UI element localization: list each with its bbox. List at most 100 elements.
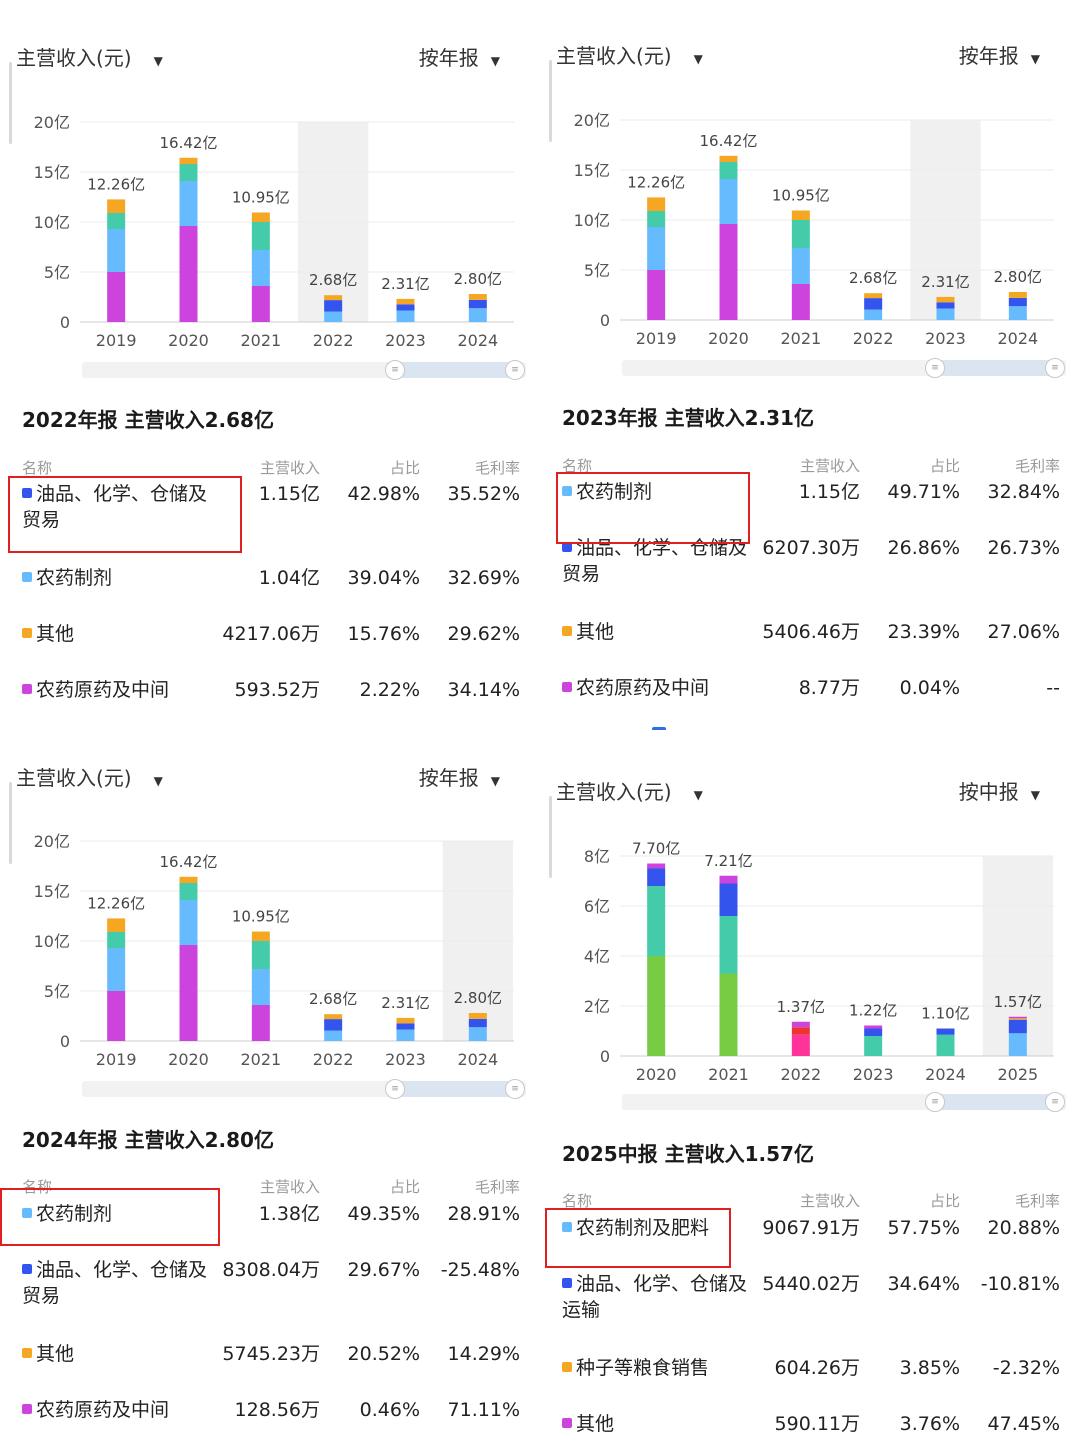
bar-segment-2022[interactable] [791,1034,810,1056]
bar-segment-2022[interactable] [324,1030,343,1041]
period-dropdown[interactable]: 按年报 ▼ [959,40,1040,69]
bar-segment-2024[interactable] [468,1018,487,1028]
bar-segment-2023[interactable] [396,1029,415,1042]
slider-selection[interactable] [934,1094,1054,1110]
bar-segment-2020[interactable] [179,164,198,181]
bar-segment-2020[interactable] [179,226,198,322]
bar-segment-2021[interactable] [719,883,738,917]
bar-segment-2022[interactable] [324,1014,343,1020]
bar-segment-2023[interactable] [396,298,415,305]
bar-segment-2021[interactable] [791,284,810,320]
bar-segment-2021[interactable] [251,286,270,322]
range-slider[interactable]: ≡ ≡ [622,1090,1066,1114]
bar-segment-2023[interactable] [936,296,955,303]
bar-segment-2021[interactable] [719,875,738,884]
bar-segment-2022[interactable] [791,1021,810,1028]
metric-dropdown[interactable]: 主营收入(元) ▼ [556,776,703,805]
bar-segment-2023[interactable] [864,1025,883,1029]
bar-segment-2020[interactable] [179,883,198,900]
range-slider[interactable]: ≡ ≡ [82,1077,526,1101]
bar-segment-2020[interactable] [719,162,738,179]
slider-selection[interactable] [394,362,514,378]
range-slider[interactable]: ≡ ≡ [82,358,526,382]
bar-segment-2021[interactable] [791,248,810,284]
bar-segment-2021[interactable] [251,212,270,223]
slider-handle-right[interactable]: ≡ [1045,1092,1065,1112]
bar-segment-2019[interactable] [107,229,126,272]
slider-handle-right[interactable]: ≡ [1045,358,1065,378]
bar-segment-2019[interactable] [107,918,126,932]
bar-segment-2022[interactable] [864,309,883,320]
slider-handle-left[interactable]: ≡ [925,358,945,378]
slider-selection[interactable] [934,360,1054,376]
bar-segment-2021[interactable] [251,941,270,969]
bar-segment-2022[interactable] [324,311,343,322]
bar-segment-2024[interactable] [936,1028,955,1035]
bar-segment-2024[interactable] [1008,297,1027,307]
metric-dropdown[interactable]: 主营收入(元) ▼ [16,42,163,71]
bar-segment-2022[interactable] [864,293,883,299]
bar-segment-2023[interactable] [864,1036,883,1056]
bar-segment-2020[interactable] [647,956,666,1056]
period-dropdown[interactable]: 按年报 ▼ [419,42,500,71]
bar-segment-2020[interactable] [179,945,198,1041]
bar-segment-2025[interactable] [1008,1018,1027,1020]
bar-segment-2025[interactable] [1008,1033,1027,1056]
slider-handle-left[interactable]: ≡ [925,1092,945,1112]
bar-segment-2022[interactable] [864,298,883,310]
bar-segment-2021[interactable] [791,210,810,221]
bar-segment-2020[interactable] [647,886,666,956]
bar-segment-2020[interactable] [179,900,198,945]
bar-segment-2020[interactable] [179,181,198,226]
bar-segment-2019[interactable] [647,211,666,227]
bar-segment-2021[interactable] [251,1005,270,1041]
bar-segment-2019[interactable] [107,991,126,1041]
bar-segment-2023[interactable] [864,1028,883,1037]
bar-segment-2023[interactable] [936,302,955,309]
bar-segment-2019[interactable] [107,948,126,991]
bar-segment-2023[interactable] [396,1017,415,1024]
bar-segment-2023[interactable] [936,308,955,321]
bar-segment-2024[interactable] [1008,292,1027,298]
bar-segment-2023[interactable] [396,1023,415,1030]
bar-segment-2022[interactable] [324,295,343,301]
bar-segment-2024[interactable] [468,294,487,300]
bar-segment-2024[interactable] [936,1034,955,1056]
slider-handle-right[interactable]: ≡ [505,360,525,380]
bar-segment-2022[interactable] [324,1019,343,1031]
bar-segment-2024[interactable] [468,1013,487,1019]
bar-segment-2025[interactable] [1008,1016,1027,1019]
period-dropdown[interactable]: 按中报 ▼ [959,776,1040,805]
bar-segment-2019[interactable] [647,227,666,270]
bar-segment-2022[interactable] [324,300,343,312]
bar-segment-2021[interactable] [251,931,270,942]
bar-segment-2019[interactable] [107,272,126,322]
bar-segment-2020[interactable] [719,155,738,162]
bar-segment-2024[interactable] [468,1027,487,1041]
period-dropdown[interactable]: 按年报 ▼ [419,762,500,791]
bar-segment-2019[interactable] [107,213,126,229]
bar-segment-2023[interactable] [396,310,415,323]
range-slider[interactable]: ≡ ≡ [622,356,1066,380]
bar-segment-2019[interactable] [647,270,666,320]
bar-segment-2020[interactable] [647,863,666,869]
bar-segment-2021[interactable] [719,916,738,974]
bar-segment-2020[interactable] [647,868,666,887]
bar-segment-2021[interactable] [251,250,270,286]
bar-segment-2024[interactable] [1008,306,1027,320]
bar-segment-2021[interactable] [791,220,810,248]
bar-segment-2020[interactable] [179,876,198,883]
bar-segment-2020[interactable] [179,157,198,164]
bar-segment-2024[interactable] [468,299,487,309]
bar-segment-2021[interactable] [251,222,270,250]
bar-segment-2020[interactable] [719,224,738,320]
slider-handle-right[interactable]: ≡ [505,1079,525,1099]
slider-handle-left[interactable]: ≡ [385,1079,405,1099]
bar-segment-2020[interactable] [719,179,738,224]
bar-segment-2025[interactable] [1008,1019,1027,1034]
bar-segment-2021[interactable] [719,973,738,1057]
bar-segment-2021[interactable] [251,969,270,1005]
bar-segment-2019[interactable] [647,197,666,211]
metric-dropdown[interactable]: 主营收入(元) ▼ [16,762,163,791]
metric-dropdown[interactable]: 主营收入(元) ▼ [556,40,703,69]
